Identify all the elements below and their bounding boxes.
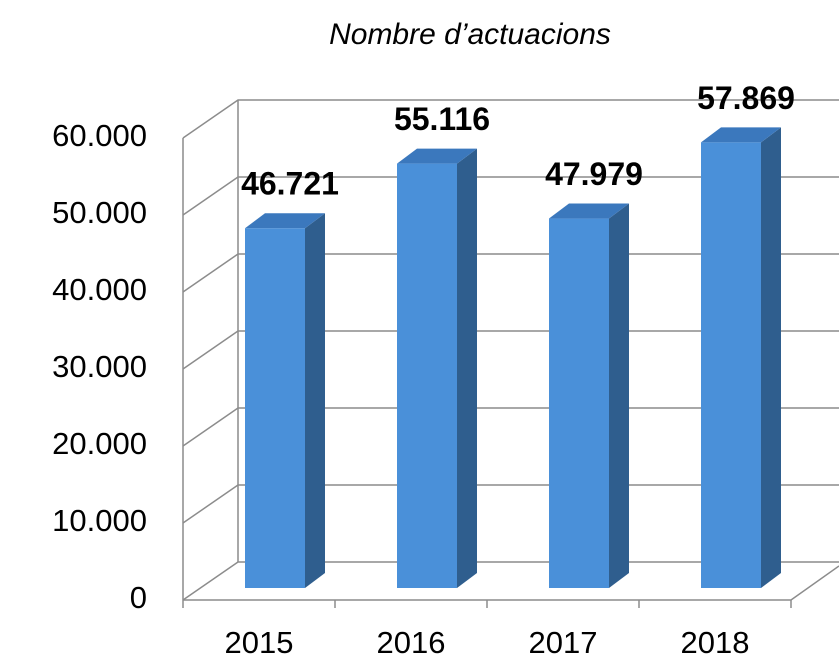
- bar-side: [761, 127, 781, 589]
- bar: [701, 142, 761, 589]
- x-tick-label: 2018: [681, 625, 750, 660]
- bar-top: [245, 213, 325, 229]
- y-tick-label: 0: [130, 580, 147, 615]
- wall-edge: [182, 100, 239, 600]
- value-label: 47.979: [545, 156, 643, 192]
- chart-title: Nombre d’actuacions: [329, 18, 611, 51]
- bar: [397, 163, 457, 588]
- x-tick-label: 2016: [377, 625, 446, 660]
- bar: [549, 218, 609, 588]
- y-tick-label: 30.000: [52, 349, 147, 384]
- x-tick-label: 2015: [225, 625, 294, 660]
- value-label: 57.869: [697, 80, 795, 116]
- bar-top: [701, 127, 781, 143]
- y-tick-label: 10.000: [52, 503, 147, 538]
- y-tick-label: 40.000: [52, 272, 147, 307]
- bar: [245, 228, 305, 589]
- bar-side: [305, 213, 325, 589]
- value-label: 46.721: [241, 166, 339, 202]
- y-tick-label: 60.000: [52, 118, 147, 153]
- value-label: 55.116: [394, 101, 490, 137]
- bar-top: [397, 148, 477, 164]
- bar-side: [457, 148, 477, 588]
- bar-side: [609, 203, 629, 588]
- y-tick-label: 50.000: [52, 195, 147, 230]
- bar-top: [549, 203, 629, 219]
- y-tick-label: 20.000: [52, 426, 147, 461]
- x-tick-label: 2017: [529, 625, 598, 660]
